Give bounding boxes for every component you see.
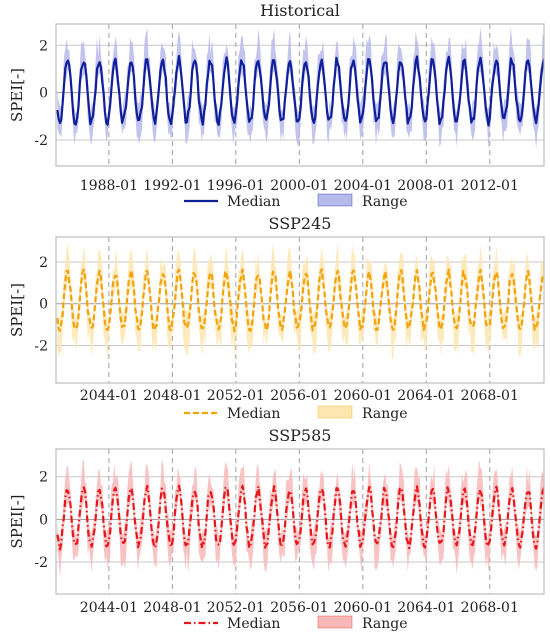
x-tick-label: 2056-01 (270, 388, 328, 404)
chart-title: SSP245 (269, 214, 332, 233)
y-tick-label: 0 (39, 297, 48, 313)
x-tick-label: 2000-01 (270, 178, 328, 194)
x-tick-label: 2012-01 (461, 178, 519, 194)
x-tick-label: 2044-01 (80, 388, 138, 404)
legend-median-label: Median (227, 616, 280, 632)
x-tick-label: 2008-01 (397, 178, 455, 194)
legend-median-label: Median (227, 194, 280, 210)
legend-range-label: Range (362, 616, 407, 632)
legend-range-swatch (317, 615, 353, 629)
panel-historical: Historical -2 0 2 1988-01 1992-01 1996-01 2000-… (8, 1, 545, 210)
y-axis-label: SPEI[-] (8, 68, 26, 122)
plot-frame (55, 236, 545, 384)
x-tick-label: 2004-01 (334, 178, 392, 194)
x-tick-label: 2052-01 (207, 600, 265, 616)
x-tick-label: 2064-01 (397, 600, 455, 616)
y-axis-label: SPEI[-] (8, 494, 26, 548)
plot-frame (55, 23, 545, 167)
x-tick-label: 2068-01 (461, 600, 519, 616)
x-tick-label: 2060-01 (334, 600, 392, 616)
y-tick-label: -2 (34, 133, 48, 149)
x-tick-label: 1988-01 (80, 178, 138, 194)
x-tick-label: 1992-01 (143, 178, 201, 194)
panel-ssp585: SSP585 -2 0 2 2044-01 2048-01 2052-01 2056-01 20… (8, 426, 545, 632)
y-tick-label: -2 (34, 555, 48, 571)
median-line (56, 268, 544, 333)
y-tick-label: 0 (39, 86, 48, 102)
y-tick-label: -2 (34, 338, 48, 354)
x-tick-label: 2056-01 (270, 600, 328, 616)
y-tick-label: 0 (39, 512, 48, 528)
legend-range-label: Range (362, 194, 407, 210)
x-tick-label: 2068-01 (461, 388, 519, 404)
x-tick-label: 2044-01 (80, 600, 138, 616)
x-tick-label: 2064-01 (397, 388, 455, 404)
x-tick-label: 2060-01 (334, 388, 392, 404)
median-line (56, 484, 544, 551)
x-tick-label: 2048-01 (143, 600, 201, 616)
chart-title: SSP585 (269, 426, 332, 445)
panel-ssp245: SSP245 -2 0 2 2044-01 2048-01 2052-01 2056-01 20… (8, 214, 545, 422)
y-tick-label: 2 (39, 38, 48, 54)
y-axis-label: SPEI[-] (8, 283, 26, 337)
x-tick-label: 2048-01 (143, 388, 201, 404)
legend-median-label: Median (227, 406, 280, 422)
chart-title: Historical (260, 1, 340, 20)
legend-range-label: Range (362, 406, 407, 422)
y-tick-label: 2 (39, 255, 48, 271)
plot-frame (55, 448, 545, 595)
legend-range-swatch (317, 405, 353, 419)
median-line (56, 54, 544, 127)
legend-range-swatch (317, 193, 353, 207)
x-tick-label: 1996-01 (207, 178, 265, 194)
y-tick-label: 2 (39, 470, 48, 486)
x-tick-label: 2052-01 (207, 388, 265, 404)
